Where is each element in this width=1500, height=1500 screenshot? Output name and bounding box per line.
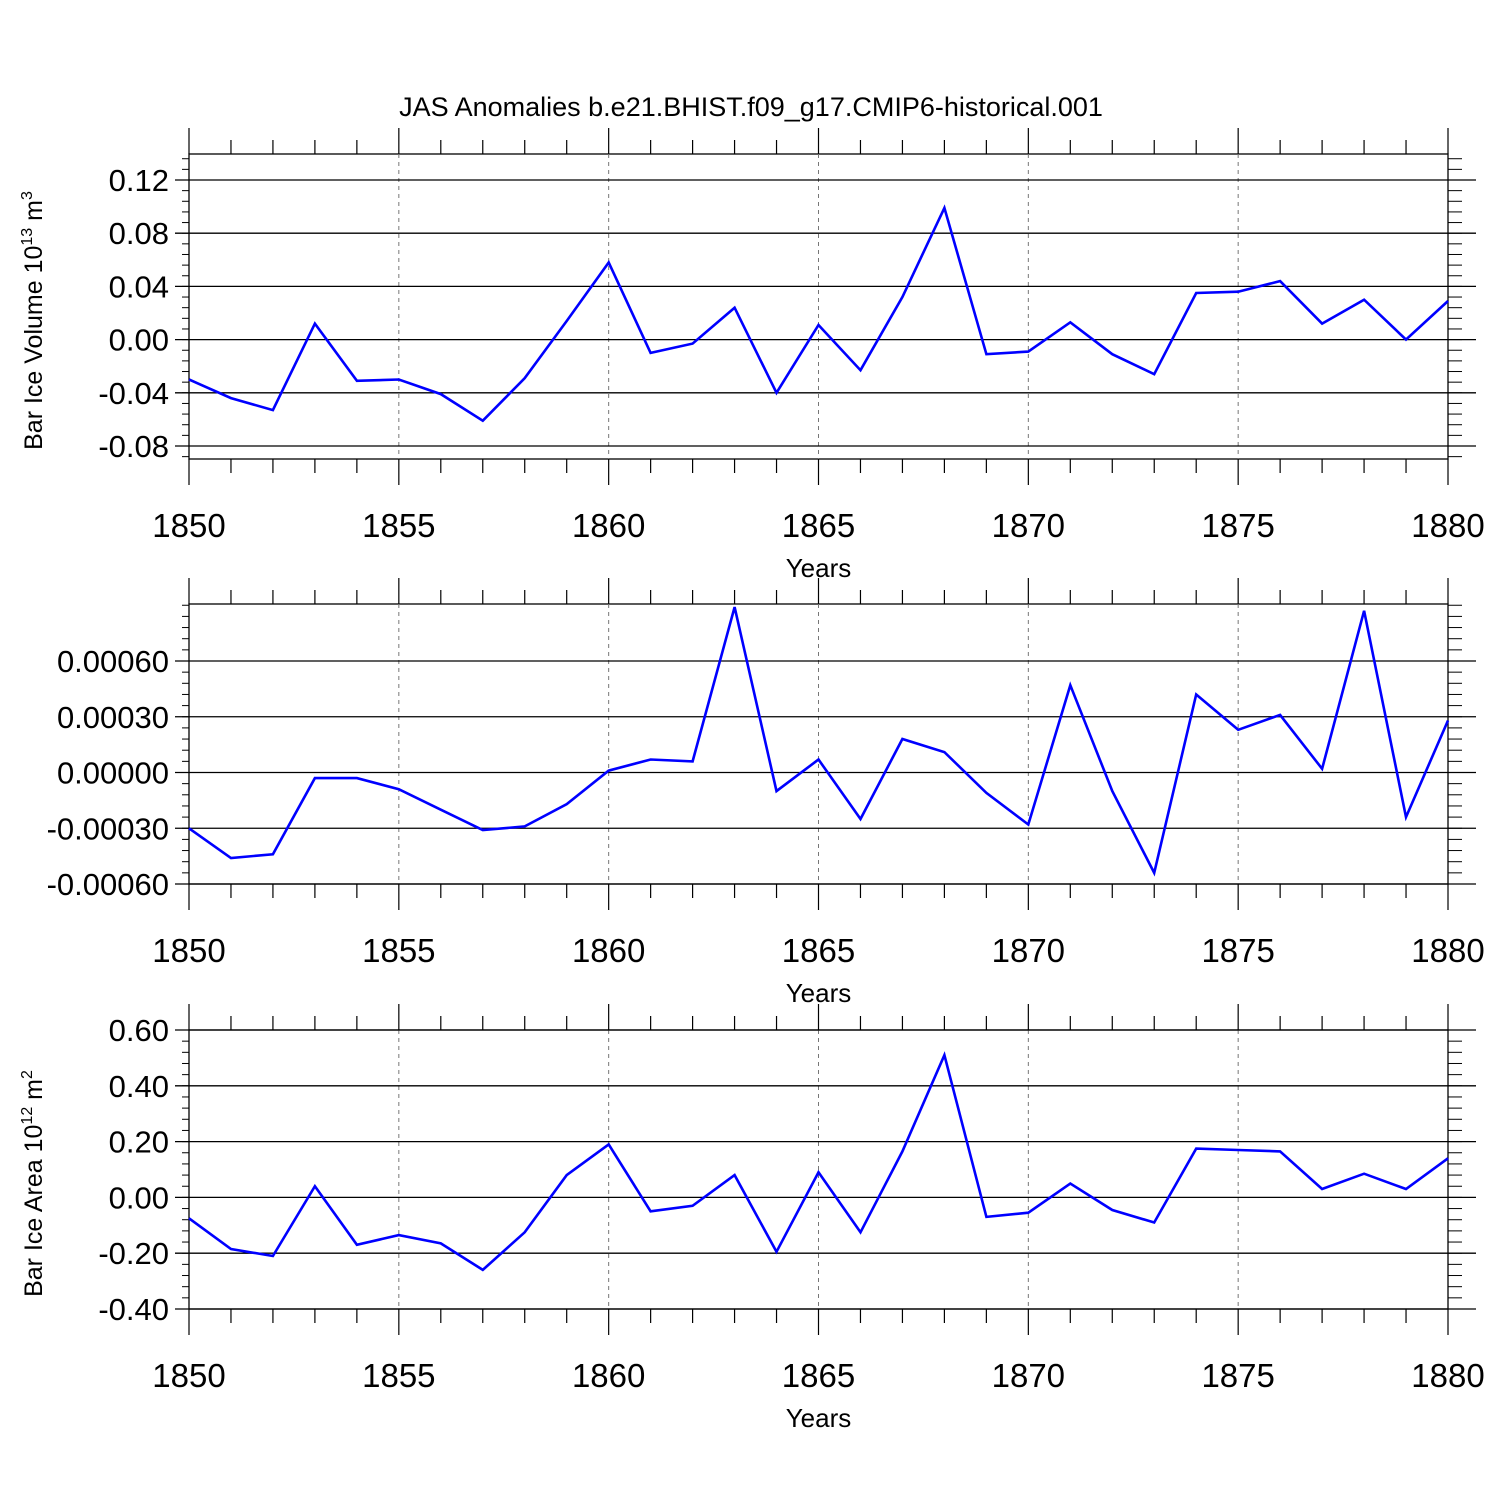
y-axis-label-superscript: 13 (19, 228, 36, 246)
y-tick-label: 0.00060 (57, 644, 169, 679)
y-tick-label: 0.12 (109, 163, 169, 198)
y-tick-label: 0.00030 (57, 700, 169, 735)
y-axis-label: Bar Ice Area 1012 m2 (19, 1070, 48, 1297)
y-tick-label: 0.04 (109, 269, 169, 304)
y-tick-label: -0.00060 (47, 867, 169, 902)
x-tick-label: 1860 (572, 1357, 645, 1394)
y-axis-label-text: Bar Ice Volume 10 (20, 246, 48, 450)
y-tick-label: 0.40 (109, 1069, 169, 1104)
series-line (188, 204, 1449, 423)
chart-title: JAS Anomalies b.e21.BHIST.f09_g17.CMIP6-… (399, 92, 1103, 122)
x-tick-label: 1875 (1201, 932, 1274, 969)
y-axis-label-text: m (20, 200, 48, 228)
x-tick-label: 1860 (572, 932, 645, 969)
x-tick-label: 1865 (782, 1357, 855, 1394)
x-tick-label: 1850 (152, 507, 225, 544)
x-tick-label: 1860 (572, 507, 645, 544)
x-tick-label: 1880 (1411, 1357, 1484, 1394)
x-tick-label: 1870 (992, 932, 1065, 969)
x-tick-label: 1870 (992, 507, 1065, 544)
x-tick-label: 1880 (1411, 932, 1484, 969)
x-tick-label: 1855 (362, 1357, 435, 1394)
y-tick-label: 0.60 (109, 1013, 169, 1048)
x-tick-label: 1870 (992, 1357, 1065, 1394)
x-tick-label: 1880 (1411, 507, 1484, 544)
y-axis-label-superscript: 3 (19, 191, 36, 200)
x-tick-label: 1850 (152, 932, 225, 969)
y-tick-label: 0.00 (109, 1180, 169, 1215)
chart-panel-3: 1850 1855 1860 1865 1870 1875 1880 0.60 0.40 0.20… (19, 1004, 1485, 1433)
y-axis-label-text: m (20, 1079, 48, 1107)
x-tick-label: 1850 (152, 1357, 225, 1394)
x-tick-label: 1855 (362, 507, 435, 544)
y-tick-label: -0.20 (98, 1236, 169, 1271)
y-tick-label: 0.08 (109, 216, 169, 251)
chart-panel-2: 1850 1855 1860 1865 1870 1875 1880 0.00060 0.000… (47, 578, 1485, 1008)
series-line (188, 606, 1450, 877)
x-axis-label: Years (786, 978, 852, 1008)
y-tick-label: 0.00 (109, 323, 169, 358)
y-axis-label-text: Bar Ice Area 10 (20, 1125, 48, 1297)
y-axis-label-superscript: 12 (19, 1107, 36, 1125)
x-tick-label: 1875 (1201, 507, 1274, 544)
chart-panel-1: 1850 1855 1860 1865 1870 1875 1880 0.12 0.08 0.04… (19, 128, 1485, 583)
y-tick-label: 0.00000 (57, 756, 169, 791)
y-axis-label-superscript: 2 (19, 1070, 36, 1079)
y-tick-label: 0.20 (109, 1125, 169, 1160)
y-tick-label: -0.08 (98, 429, 169, 464)
x-tick-label: 1865 (782, 507, 855, 544)
y-tick-label: -0.40 (98, 1292, 169, 1327)
y-tick-label: -0.04 (98, 376, 169, 411)
y-axis-label: Bar Ice Volume 1013 m3 (19, 191, 48, 450)
x-axis-label: Years (786, 1403, 852, 1433)
y-tick-label: -0.00030 (47, 811, 169, 846)
series-line (188, 1051, 1449, 1272)
x-tick-label: 1875 (1201, 1357, 1274, 1394)
x-tick-label: 1855 (362, 932, 435, 969)
x-tick-label: 1865 (782, 932, 855, 969)
